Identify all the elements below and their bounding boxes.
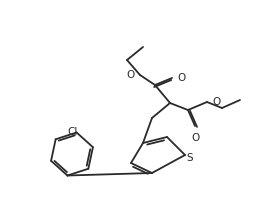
Text: O: O	[212, 97, 220, 107]
Text: S: S	[187, 153, 193, 163]
Text: O: O	[127, 70, 135, 80]
Text: Cl: Cl	[67, 128, 78, 137]
Text: O: O	[191, 133, 199, 143]
Text: O: O	[177, 73, 185, 83]
